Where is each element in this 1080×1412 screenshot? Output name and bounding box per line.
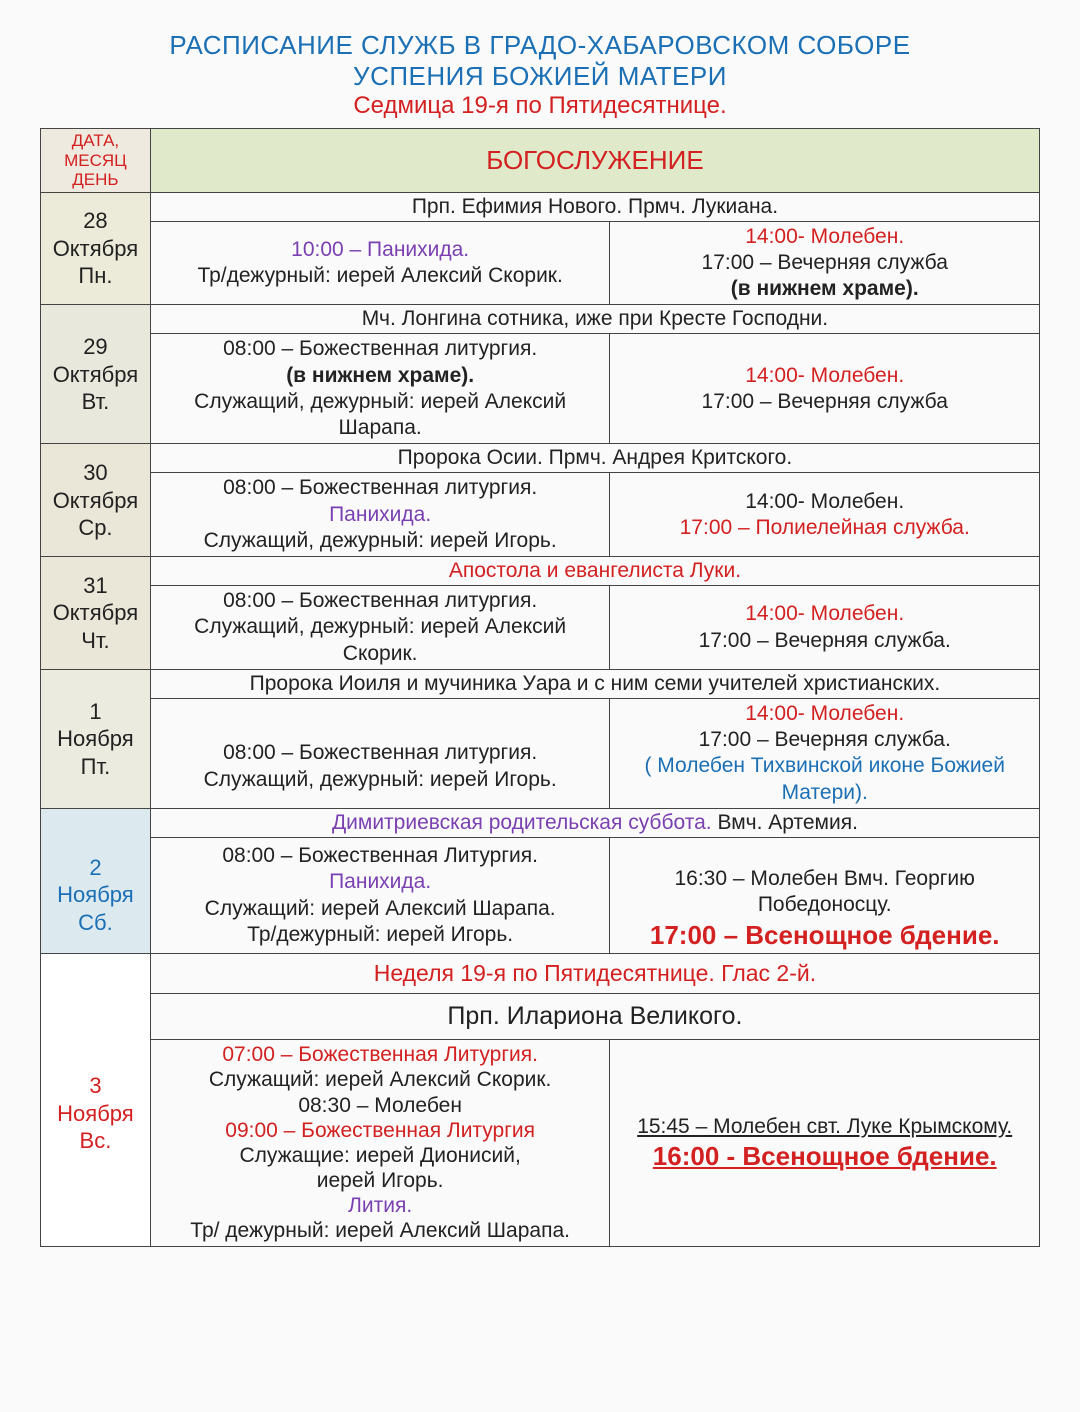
date-cell: 29 Октября Вт.	[41, 305, 151, 444]
right-cell: 14:00- Молебен. 17:00 – Вечерняя служба	[610, 334, 1040, 444]
feast: Мч. Лонгина сотника, иже при Кресте Госп…	[150, 305, 1039, 334]
feast-2: Прп. Илариона Великого.	[150, 994, 1039, 1040]
feast: Димитриевская родительская суббота. Вмч.…	[150, 808, 1039, 837]
title-line-1: РАСПИСАНИЕ СЛУЖБ В ГРАДО-ХАБАРОВСКОМ СОБ…	[40, 30, 1040, 61]
schedule-table: ДАТА, МЕСЯЦ ДЕНЬ БОГОСЛУЖЕНИЕ 28 Октября…	[40, 128, 1040, 1247]
right-cell: 14:00- Молебен. 17:00 – Полиелейная служ…	[610, 473, 1040, 557]
date-cell: 31 Октября Чт.	[41, 557, 151, 670]
left-cell: 08:00 – Божественная литургия. Служащий,…	[150, 698, 610, 808]
feast: Апостола и евангелиста Луки.	[150, 557, 1039, 586]
feast: Пророка Иоиля и мучиника Уара и с ним се…	[150, 669, 1039, 698]
date-cell: 28 Октября Пн.	[41, 192, 151, 305]
feast: Пророка Осии. Прмч. Андрея Критского.	[150, 444, 1039, 473]
right-cell: 14:00- Молебен. 17:00 – Вечерняя служба.…	[610, 698, 1040, 808]
left-cell: 07:00 – Божественная Литургия. Служащий:…	[150, 1040, 610, 1247]
subtitle: Седмица 19-я по Пятидесятнице.	[40, 92, 1040, 120]
left-cell: 08:00 – Божественная литургия. Панихида.…	[150, 473, 610, 557]
left-cell: 08:00 – Божественная Литургия. Панихида.…	[150, 837, 610, 953]
right-cell: 14:00- Молебен. 17:00 – Вечерняя служба …	[610, 221, 1040, 305]
right-cell: 14:00- Молебен. 17:00 – Вечерняя служба.	[610, 586, 1040, 670]
right-cell: 15:45 – Молебен свт. Луке Крымскому. 16:…	[610, 1040, 1040, 1247]
left-cell: 08:00 – Божественная литургия. (в нижнем…	[150, 334, 610, 444]
header-service: БОГОСЛУЖЕНИЕ	[150, 129, 1039, 193]
header-date: ДАТА, МЕСЯЦ ДЕНЬ	[41, 129, 151, 193]
title-block: РАСПИСАНИЕ СЛУЖБ В ГРАДО-ХАБАРОВСКОМ СОБ…	[40, 30, 1040, 120]
header-row: ДАТА, МЕСЯЦ ДЕНЬ БОГОСЛУЖЕНИЕ	[41, 129, 1040, 193]
date-cell: 3 Ноября Вс.	[41, 954, 151, 1247]
feast-1: Неделя 19-я по Пятидесятнице. Глас 2-й.	[150, 954, 1039, 994]
left-cell: 08:00 – Божественная литургия. Служащий,…	[150, 586, 610, 670]
date-cell: 30 Октября Ср.	[41, 444, 151, 557]
right-cell: 16:30 – Молебен Вмч. Георгию Победоносцу…	[610, 837, 1040, 953]
feast: Прп. Ефимия Нового. Прмч. Лукиана.	[150, 192, 1039, 221]
date-cell: 1 Ноября Пт.	[41, 669, 151, 808]
date-cell: 2 Ноября Сб.	[41, 808, 151, 953]
title-line-2: УСПЕНИЯ БОЖИЕЙ МАТЕРИ	[40, 61, 1040, 92]
left-cell: 10:00 – Панихида. Тр/дежурный: иерей Але…	[150, 221, 610, 305]
